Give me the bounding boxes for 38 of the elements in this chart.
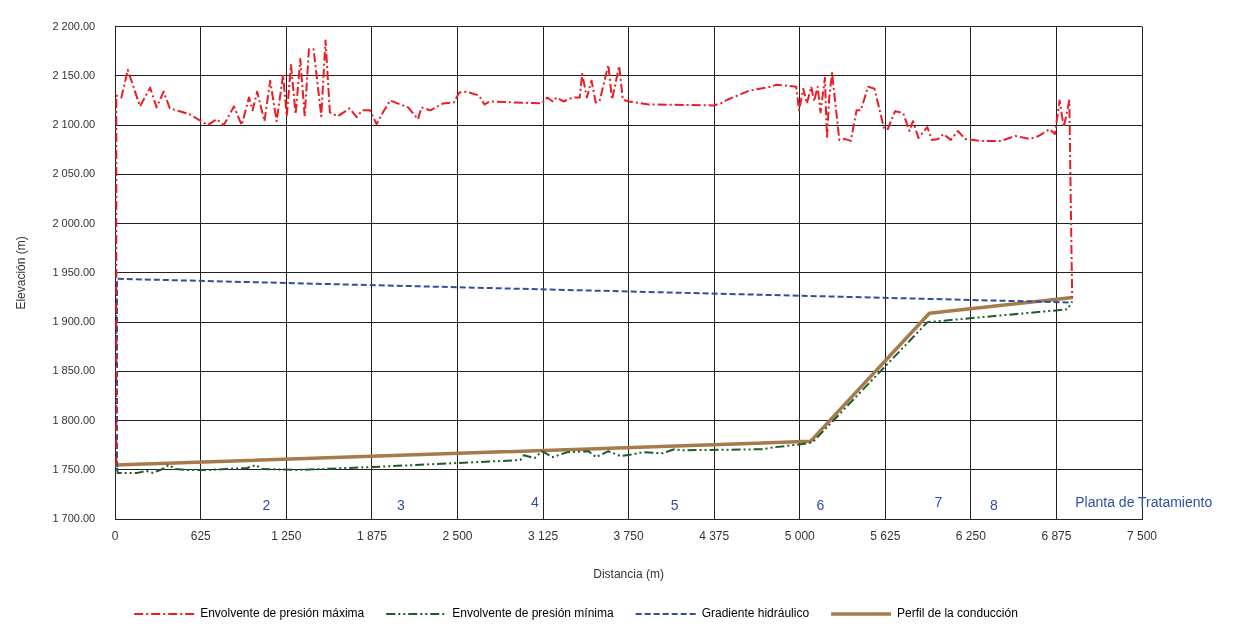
x-tick-label: 3 750 xyxy=(613,528,644,543)
y-tick-label: 2 150.00 xyxy=(52,68,96,81)
y-tick-label: 1 850.00 xyxy=(52,364,96,377)
annotation: 7 xyxy=(934,494,943,511)
x-tick-label: 5 625 xyxy=(870,528,901,543)
x-tick-label: 5 000 xyxy=(784,528,816,543)
x-tick-label: 0 xyxy=(111,528,119,543)
annotation: 8 xyxy=(990,497,999,514)
y-tick-label: 1 800.00 xyxy=(52,413,96,426)
x-axis-title: Distancia (m) xyxy=(593,567,664,582)
annotation: 5 xyxy=(670,497,679,514)
x-tick-label: 2 500 xyxy=(442,528,473,543)
x-tick-label: 6 250 xyxy=(955,528,987,543)
annotation: 4 xyxy=(531,494,540,511)
annotation: 2 xyxy=(262,497,271,514)
y-tick-label: 1 950.00 xyxy=(52,265,96,278)
y-axis-title: Elevación (m) xyxy=(13,236,28,310)
y-tick-label: 1 750.00 xyxy=(52,462,96,475)
y-tick-label: 1 700.00 xyxy=(52,512,96,525)
y-tick-label: 2 000.00 xyxy=(52,216,96,229)
x-tick-label: 1 875 xyxy=(356,528,388,543)
line-series xyxy=(115,39,1074,467)
legend-label: Envolvente de presión mínima xyxy=(452,606,615,621)
annotation: 6 xyxy=(816,497,825,514)
x-tick-label: 4 375 xyxy=(699,528,730,543)
y-tick-label: 2 200.00 xyxy=(52,19,96,32)
annotation: 3 xyxy=(397,497,406,514)
y-tick-label: 2 100.00 xyxy=(52,118,96,131)
y-tick-label: 2 050.00 xyxy=(52,167,96,180)
x-tick-label: 625 xyxy=(190,528,212,543)
legend-label: Envolvente de presión máxima xyxy=(200,606,365,621)
x-tick-label: 3 125 xyxy=(528,528,559,543)
x-tick-label: 6 875 xyxy=(1041,528,1072,543)
legend-label: Gradiente hidráulico xyxy=(701,606,810,621)
x-tick-label: 1 250 xyxy=(271,528,302,543)
y-tick-label: 1 900.00 xyxy=(52,315,96,328)
x-tick-label: 7 500 xyxy=(1126,528,1158,543)
legend-label: Perfil de la conducción xyxy=(897,606,1018,621)
